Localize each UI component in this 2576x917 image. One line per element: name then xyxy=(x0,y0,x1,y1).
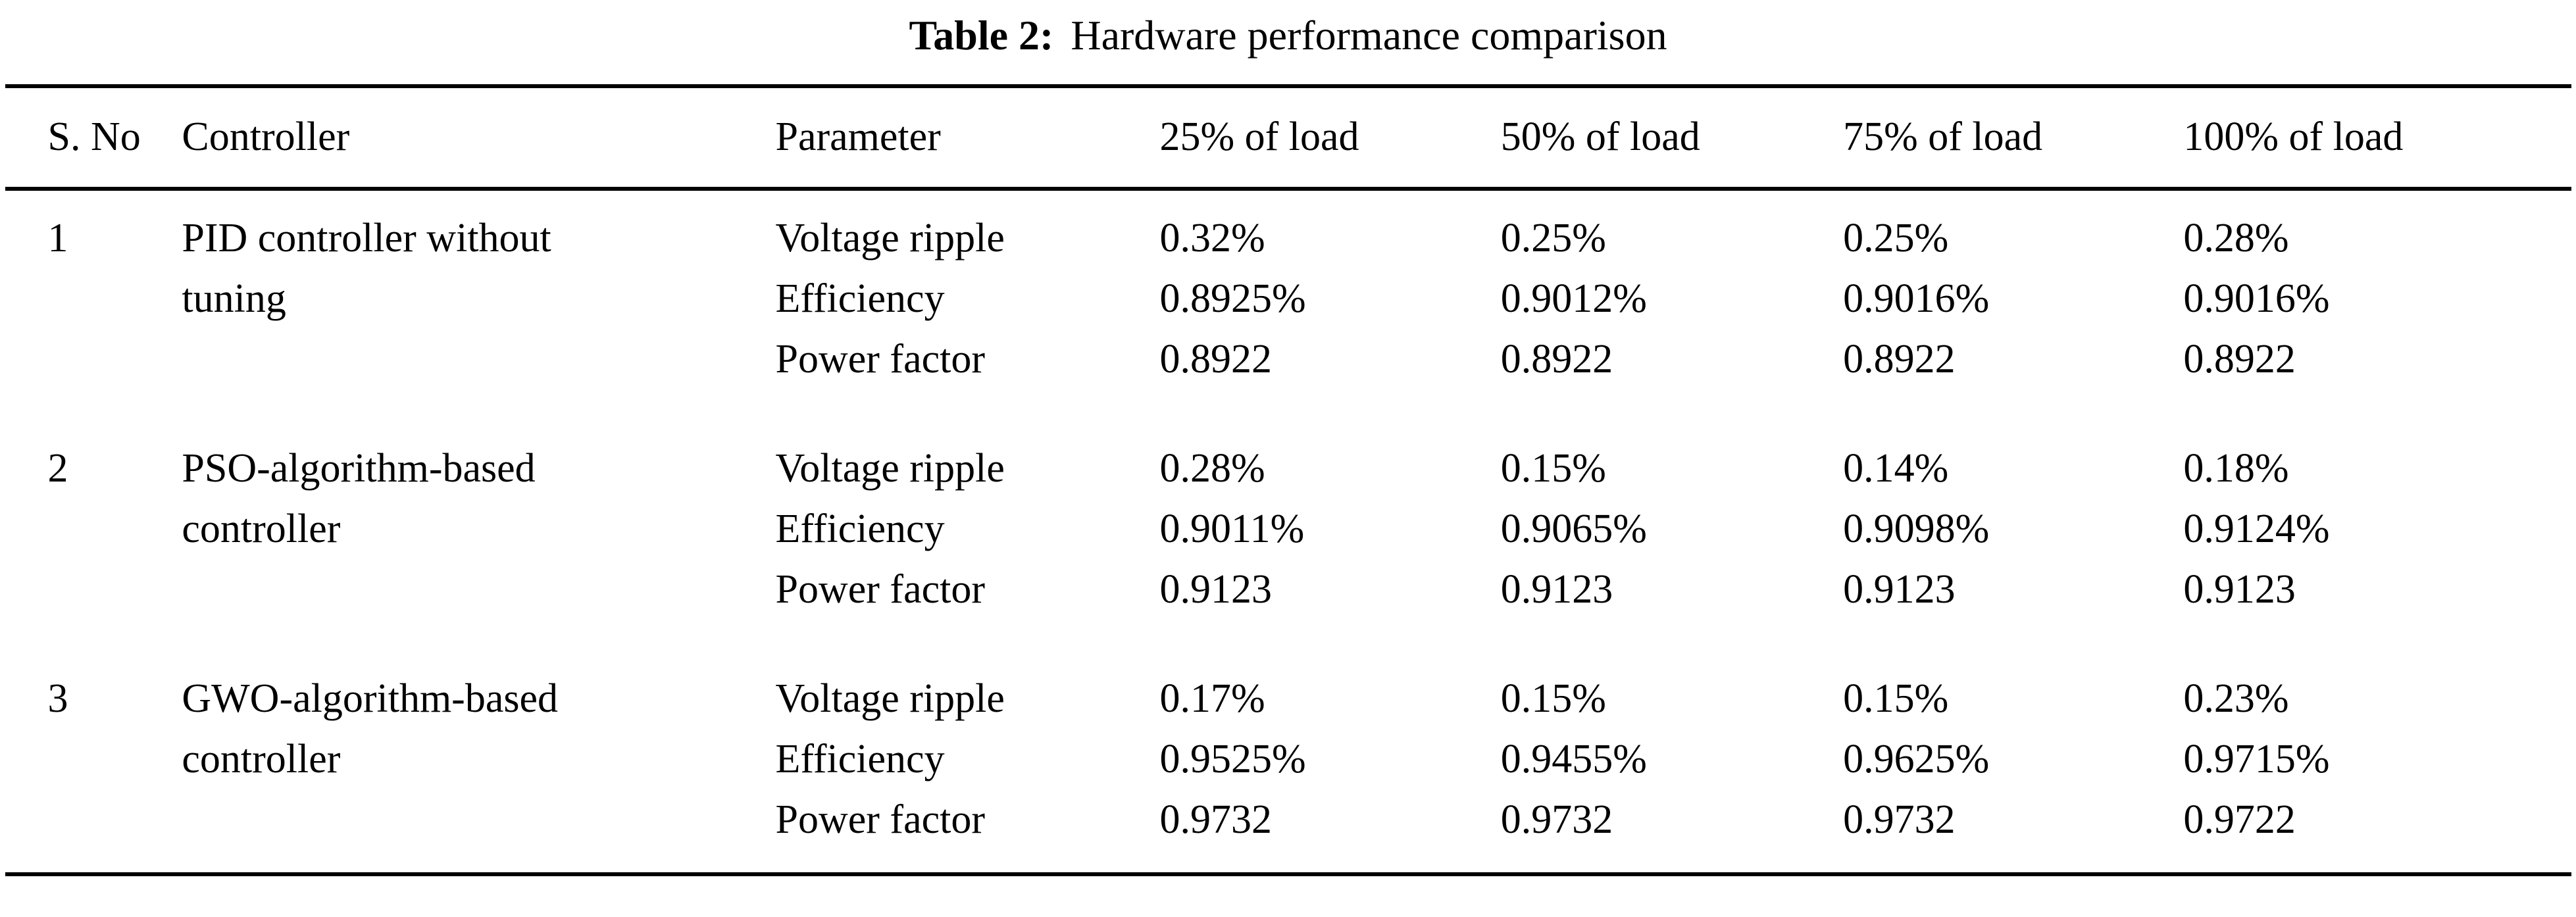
load-value: 0.9732 xyxy=(1843,797,1956,842)
parameter-label: Power factor xyxy=(775,797,985,842)
table-header-row: S. No Controller Parameter 25% of load 5… xyxy=(5,86,2571,189)
serial-number-cell: 2 xyxy=(47,446,68,491)
load-value: 0.9732 xyxy=(1159,797,1272,842)
parameter-label: Voltage ripple xyxy=(775,446,1005,491)
load-value: 0.8925% xyxy=(1159,276,1306,321)
parameter-cell: Voltage ripple Efficiency Power factor xyxy=(776,421,1160,651)
table-caption: Table 2: Hardware performance comparison xyxy=(0,0,2576,62)
controller-name: PID controller without tuning xyxy=(182,216,551,321)
controller-cell: GWO-algorithm-based controller xyxy=(182,651,775,874)
load-value: 0.15% xyxy=(1500,676,1606,721)
load-value: 0.9065% xyxy=(1500,507,1647,551)
load-value: 0.28% xyxy=(2183,216,2289,260)
parameter-cell: Voltage ripple Efficiency Power factor xyxy=(776,189,1160,421)
load-value: 0.8922 xyxy=(1500,337,1613,382)
controller-cell: PSO-algorithm-based controller xyxy=(182,421,775,651)
header-load-100: 100% of load xyxy=(2183,114,2404,159)
load-value: 0.9098% xyxy=(1843,507,1990,551)
serial-number-cell: 1 xyxy=(47,216,68,260)
table-header: S. No Controller Parameter 25% of load 5… xyxy=(5,86,2571,189)
load-value: 0.9455% xyxy=(1500,737,1647,781)
parameter-label: Voltage ripple xyxy=(775,676,1005,721)
load-value: 0.18% xyxy=(2183,446,2289,491)
load-value: 0.9123 xyxy=(1159,567,1272,612)
parameter-cell: Voltage ripple Efficiency Power factor xyxy=(776,651,1160,874)
load-value: 0.32% xyxy=(1159,216,1265,260)
load-value: 0.9732 xyxy=(1500,797,1613,842)
load-value: 0.25% xyxy=(1843,216,1949,260)
load-value: 0.17% xyxy=(1159,676,1265,721)
load-value: 0.9123 xyxy=(1843,567,1956,612)
load-value: 0.9012% xyxy=(1500,276,1647,321)
table-group-row: 3 GWO-algorithm-based controller Voltage r… xyxy=(5,651,2571,874)
load-value: 0.8922 xyxy=(1843,337,1956,382)
controller-name: GWO-algorithm-based controller xyxy=(182,676,558,781)
header-load-25: 25% of load xyxy=(1159,114,1359,159)
load-values-cell: 0.32% 0.8925% 0.8922 xyxy=(1159,189,1500,421)
parameter-label: Efficiency xyxy=(775,507,945,551)
load-value: 0.8922 xyxy=(2183,337,2296,382)
load-value: 0.9123 xyxy=(1500,567,1613,612)
table-group-row: 2 PSO-algorithm-based controller Voltage r… xyxy=(5,421,2571,651)
load-values-cell: 0.25% 0.9016% 0.8922 xyxy=(1843,189,2183,421)
load-values-cell: 0.18% 0.9124% 0.9123 xyxy=(2183,421,2571,651)
load-value: 0.28% xyxy=(1159,446,1265,491)
load-value: 0.14% xyxy=(1843,446,1949,491)
load-value: 0.9011% xyxy=(1159,507,1305,551)
load-value: 0.15% xyxy=(1500,446,1606,491)
table-body: 1 PID controller without tuning Voltage ri… xyxy=(5,189,2571,874)
load-values-cell: 0.23% 0.9715% 0.9722 xyxy=(2183,651,2571,874)
parameter-label: Power factor xyxy=(775,567,985,612)
load-value: 0.9715% xyxy=(2183,737,2330,781)
load-values-cell: 0.15% 0.9065% 0.9123 xyxy=(1501,421,1843,651)
controller-name: PSO-algorithm-based controller xyxy=(182,446,536,551)
controller-cell: PID controller without tuning xyxy=(182,189,775,421)
table-caption-text: Hardware performance comparison xyxy=(1071,12,1667,59)
hardware-performance-table: S. No Controller Parameter 25% of load 5… xyxy=(5,84,2571,876)
load-value: 0.9525% xyxy=(1159,737,1306,781)
load-values-cell: 0.15% 0.9455% 0.9732 xyxy=(1501,651,1843,874)
header-load-50: 50% of load xyxy=(1500,114,1700,159)
load-value: 0.8922 xyxy=(1159,337,1272,382)
table-caption-label: Table 2: xyxy=(909,12,1054,59)
load-value: 0.15% xyxy=(1843,676,1949,721)
header-parameter: Parameter xyxy=(775,114,941,159)
load-value: 0.9625% xyxy=(1843,737,1990,781)
parameter-label: Voltage ripple xyxy=(775,216,1005,260)
table-group-row: 1 PID controller without tuning Voltage ri… xyxy=(5,189,2571,421)
load-values-cell: 0.28% 0.9016% 0.8922 xyxy=(2183,189,2571,421)
load-value: 0.25% xyxy=(1500,216,1606,260)
load-value: 0.9123 xyxy=(2183,567,2296,612)
load-value: 0.9016% xyxy=(2183,276,2330,321)
load-value: 0.23% xyxy=(2183,676,2289,721)
load-values-cell: 0.28% 0.9011% 0.9123 xyxy=(1159,421,1500,651)
header-controller: Controller xyxy=(182,114,350,159)
load-values-cell: 0.15% 0.9625% 0.9732 xyxy=(1843,651,2183,874)
load-values-cell: 0.14% 0.9098% 0.9123 xyxy=(1843,421,2183,651)
serial-number-cell: 3 xyxy=(47,676,68,721)
parameter-label: Power factor xyxy=(775,337,985,382)
load-values-cell: 0.25% 0.9012% 0.8922 xyxy=(1501,189,1843,421)
load-value: 0.9124% xyxy=(2183,507,2330,551)
load-value: 0.9016% xyxy=(1843,276,1990,321)
parameter-label: Efficiency xyxy=(775,737,945,781)
parameter-label: Efficiency xyxy=(775,276,945,321)
header-load-75: 75% of load xyxy=(1843,114,2043,159)
load-values-cell: 0.17% 0.9525% 0.9732 xyxy=(1159,651,1500,874)
header-serial-number: S. No xyxy=(47,114,141,159)
load-value: 0.9722 xyxy=(2183,797,2296,842)
